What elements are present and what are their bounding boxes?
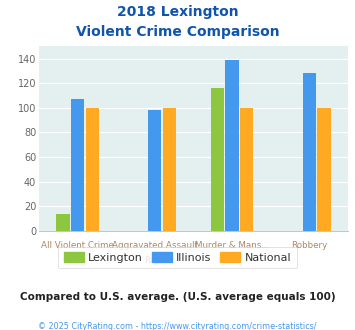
Bar (303, 73, 316, 231)
Text: Murder & Mans...: Murder & Mans... (195, 241, 269, 250)
Bar (240, 108, 253, 231)
Legend: Lexington, Illinois, National: Lexington, Illinois, National (58, 247, 297, 268)
Text: © 2025 CityRating.com - https://www.cityrating.com/crime-statistics/: © 2025 CityRating.com - https://www.city… (38, 322, 317, 330)
Text: Aggravated Assault: Aggravated Assault (112, 241, 198, 250)
Text: Robbery: Robbery (291, 241, 327, 250)
Bar (225, 60, 239, 231)
Text: Compared to U.S. average. (U.S. average equals 100): Compared to U.S. average. (U.S. average … (20, 292, 335, 302)
Bar (317, 108, 331, 231)
Text: Violent Crime Comparison: Violent Crime Comparison (76, 25, 279, 39)
Bar (148, 110, 162, 231)
Bar (56, 214, 70, 231)
Bar (163, 108, 176, 231)
Text: All Violent Crime: All Violent Crime (41, 241, 114, 250)
Bar (211, 88, 224, 231)
Text: 2018 Lexington: 2018 Lexington (117, 5, 238, 19)
Text: Rape: Rape (144, 256, 166, 265)
Bar (71, 99, 84, 231)
Bar (86, 108, 99, 231)
